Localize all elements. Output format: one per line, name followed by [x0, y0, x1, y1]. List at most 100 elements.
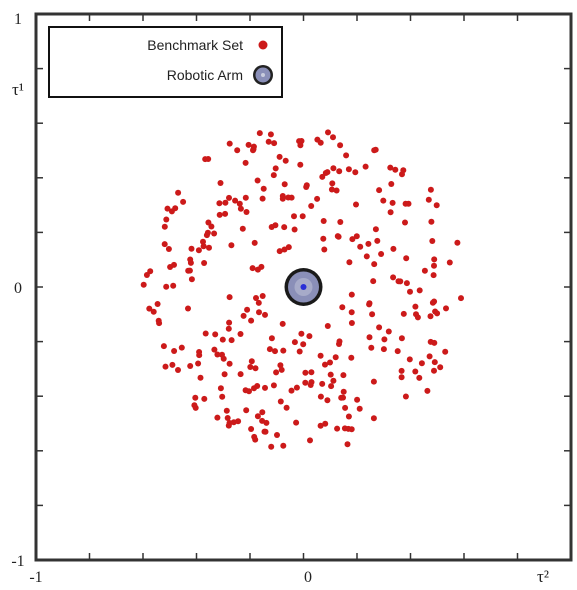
benchmark-point: [317, 422, 324, 429]
benchmark-point: [335, 233, 342, 240]
benchmark-point: [327, 371, 334, 378]
benchmark-point: [336, 341, 342, 347]
benchmark-point: [442, 348, 449, 355]
benchmark-point: [298, 330, 305, 337]
benchmark-point: [320, 218, 327, 224]
benchmark-point: [429, 299, 436, 306]
benchmark-point: [248, 317, 255, 324]
benchmark-point: [262, 311, 268, 318]
benchmark-point: [211, 346, 218, 353]
benchmark-point: [225, 325, 232, 332]
benchmark-point: [437, 364, 444, 371]
benchmark-point: [403, 280, 410, 287]
benchmark-point: [175, 189, 182, 196]
benchmark-point: [147, 268, 154, 275]
benchmark-point: [221, 371, 228, 378]
benchmark-point: [252, 436, 259, 443]
benchmark-point: [328, 186, 335, 193]
benchmark-point: [388, 181, 395, 187]
benchmark-point: [428, 218, 435, 225]
benchmark-point: [266, 346, 273, 353]
benchmark-point: [394, 348, 401, 355]
benchmark-point: [366, 334, 373, 341]
benchmark-point: [308, 203, 315, 209]
benchmark-point: [163, 283, 170, 290]
legend-label-robotic-arm: Robotic Arm: [167, 67, 243, 83]
benchmark-point: [352, 169, 359, 176]
benchmark-point: [161, 223, 168, 230]
benchmark-point: [277, 362, 284, 369]
benchmark-point: [226, 319, 233, 326]
benchmark-point: [370, 415, 377, 422]
benchmark-point: [340, 388, 347, 395]
benchmark-point: [281, 246, 288, 253]
benchmark-point: [337, 142, 344, 149]
benchmark-point: [188, 276, 195, 283]
benchmark-point: [378, 251, 385, 257]
benchmark-point: [205, 156, 212, 162]
benchmark-point: [217, 385, 224, 392]
benchmark-point: [260, 185, 267, 192]
benchmark-point: [348, 354, 355, 361]
benchmark-point: [416, 287, 423, 294]
benchmark-point: [402, 219, 408, 226]
benchmark-point: [220, 355, 227, 362]
benchmark-point: [426, 353, 433, 360]
benchmark-point: [329, 180, 336, 187]
benchmark-point: [250, 146, 257, 153]
benchmark-point: [170, 282, 177, 289]
benchmark-point: [197, 374, 204, 381]
benchmark-point: [192, 394, 199, 401]
legend: Benchmark Set Robotic Arm: [48, 26, 283, 98]
benchmark-point: [395, 278, 402, 285]
benchmark-point: [340, 372, 347, 379]
benchmark-point: [380, 197, 387, 204]
benchmark-point: [372, 146, 379, 153]
benchmark-point: [402, 393, 409, 400]
benchmark-point: [237, 331, 244, 337]
benchmark-point: [317, 352, 324, 359]
benchmark-point: [201, 395, 208, 402]
benchmark-point: [402, 200, 409, 207]
benchmark-point: [344, 441, 351, 448]
benchmark-point: [200, 243, 207, 250]
benchmark-point: [307, 437, 313, 444]
benchmark-point: [281, 181, 288, 188]
benchmark-point: [330, 377, 337, 384]
benchmark-point: [332, 354, 339, 361]
benchmark-point: [297, 161, 304, 168]
benchmark-point: [256, 309, 262, 316]
legend-marker-benchmark: [258, 40, 268, 50]
benchmark-point: [245, 141, 252, 148]
benchmark-point: [416, 374, 423, 381]
benchmark-point: [353, 201, 359, 208]
benchmark-point: [321, 246, 328, 253]
benchmark-point: [376, 187, 383, 194]
benchmark-point: [226, 294, 233, 301]
benchmark-point: [296, 138, 303, 145]
benchmark-point: [248, 358, 255, 365]
benchmark-point: [242, 159, 249, 166]
legend-label-benchmark: Benchmark Set: [147, 37, 243, 53]
legend-box: [48, 26, 283, 98]
benchmark-point: [319, 173, 326, 180]
benchmark-point: [219, 336, 226, 343]
benchmark-point: [354, 396, 361, 403]
benchmark-point: [403, 255, 410, 262]
benchmark-point: [374, 237, 381, 244]
benchmark-point: [253, 295, 259, 301]
ticks: [36, 14, 571, 560]
benchmark-point: [363, 253, 370, 260]
benchmark-point: [228, 337, 235, 344]
benchmark-point: [322, 361, 328, 368]
benchmark-point: [161, 241, 168, 248]
x-tick-label-left: -1: [29, 569, 42, 586]
benchmark-point: [224, 415, 231, 421]
benchmark-point: [330, 165, 337, 172]
benchmark-point: [259, 409, 266, 416]
y-tick-label-top: 1: [14, 11, 22, 28]
benchmark-point: [432, 308, 439, 315]
benchmark-point: [252, 365, 259, 372]
benchmark-point: [381, 336, 388, 343]
